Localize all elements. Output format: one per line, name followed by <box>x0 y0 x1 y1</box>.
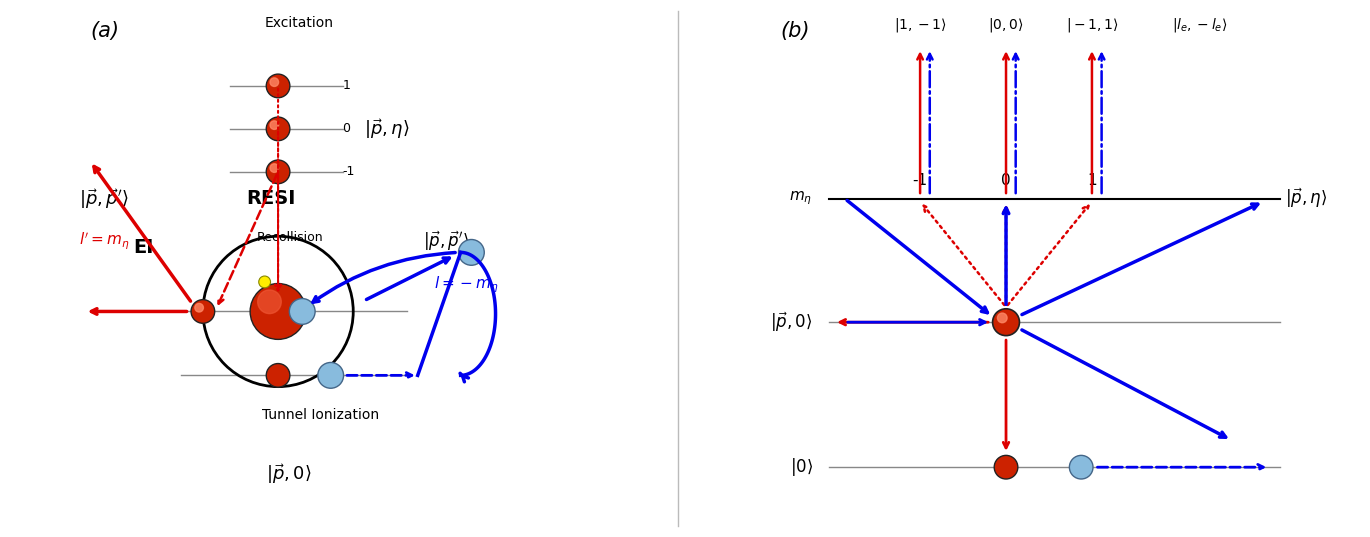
Text: $|1,-1\rangle$: $|1,-1\rangle$ <box>893 16 947 34</box>
Text: $|-1,1\rangle$: $|-1,1\rangle$ <box>1066 16 1118 34</box>
Circle shape <box>1070 455 1093 479</box>
Text: (b): (b) <box>781 21 810 41</box>
Text: 1: 1 <box>342 79 351 92</box>
Text: $|\vec{p}, 0\rangle$: $|\vec{p}, 0\rangle$ <box>266 462 311 485</box>
Text: $l'=m_{\eta}$: $l'=m_{\eta}$ <box>79 231 130 252</box>
Text: $|\vec{p}, \eta\rangle$: $|\vec{p}, \eta\rangle$ <box>364 117 410 141</box>
Text: Tunnel Ionization: Tunnel Ionization <box>263 408 379 422</box>
Circle shape <box>993 309 1019 336</box>
Circle shape <box>289 299 315 324</box>
Text: Excitation: Excitation <box>264 16 334 30</box>
Circle shape <box>995 455 1018 479</box>
Text: $|\vec{p}, 0\rangle$: $|\vec{p}, 0\rangle$ <box>770 310 812 334</box>
Circle shape <box>195 303 203 312</box>
Text: (a): (a) <box>90 21 119 41</box>
Text: Recollision: Recollision <box>256 231 323 244</box>
Circle shape <box>258 290 281 314</box>
Text: 1: 1 <box>1088 173 1097 188</box>
Text: -1: -1 <box>912 173 927 188</box>
Text: EI: EI <box>133 237 153 257</box>
Circle shape <box>259 276 270 288</box>
Circle shape <box>266 364 290 387</box>
Circle shape <box>190 300 215 323</box>
Circle shape <box>251 284 306 339</box>
Circle shape <box>270 78 278 86</box>
Circle shape <box>266 160 290 184</box>
Text: -1: -1 <box>342 165 355 178</box>
Text: $|0\rangle$: $|0\rangle$ <box>789 456 812 478</box>
Text: $|0,0\rangle$: $|0,0\rangle$ <box>988 16 1023 34</box>
Circle shape <box>270 164 278 172</box>
Circle shape <box>997 313 1007 323</box>
Text: 0: 0 <box>1001 173 1011 188</box>
Text: $|\vec{p}, \vec{p}^{\prime}\rangle$: $|\vec{p}, \vec{p}^{\prime}\rangle$ <box>423 230 469 253</box>
Circle shape <box>266 74 290 98</box>
Text: $l=-m_{\eta}$: $l=-m_{\eta}$ <box>434 274 499 295</box>
Circle shape <box>459 240 484 265</box>
Text: $|l_e,-l_e\rangle$: $|l_e,-l_e\rangle$ <box>1171 16 1228 34</box>
Circle shape <box>270 121 278 129</box>
Circle shape <box>266 117 290 141</box>
Text: $m_{\eta}$: $m_{\eta}$ <box>789 190 812 207</box>
Text: $|\vec{p}, \eta\rangle$: $|\vec{p}, \eta\rangle$ <box>1285 187 1328 211</box>
Circle shape <box>318 362 344 388</box>
Text: RESI: RESI <box>245 189 295 208</box>
Text: $|\vec{p}, \vec{p}^{\prime}\rangle$: $|\vec{p}, \vec{p}^{\prime}\rangle$ <box>79 187 129 211</box>
Text: 0: 0 <box>342 122 351 135</box>
